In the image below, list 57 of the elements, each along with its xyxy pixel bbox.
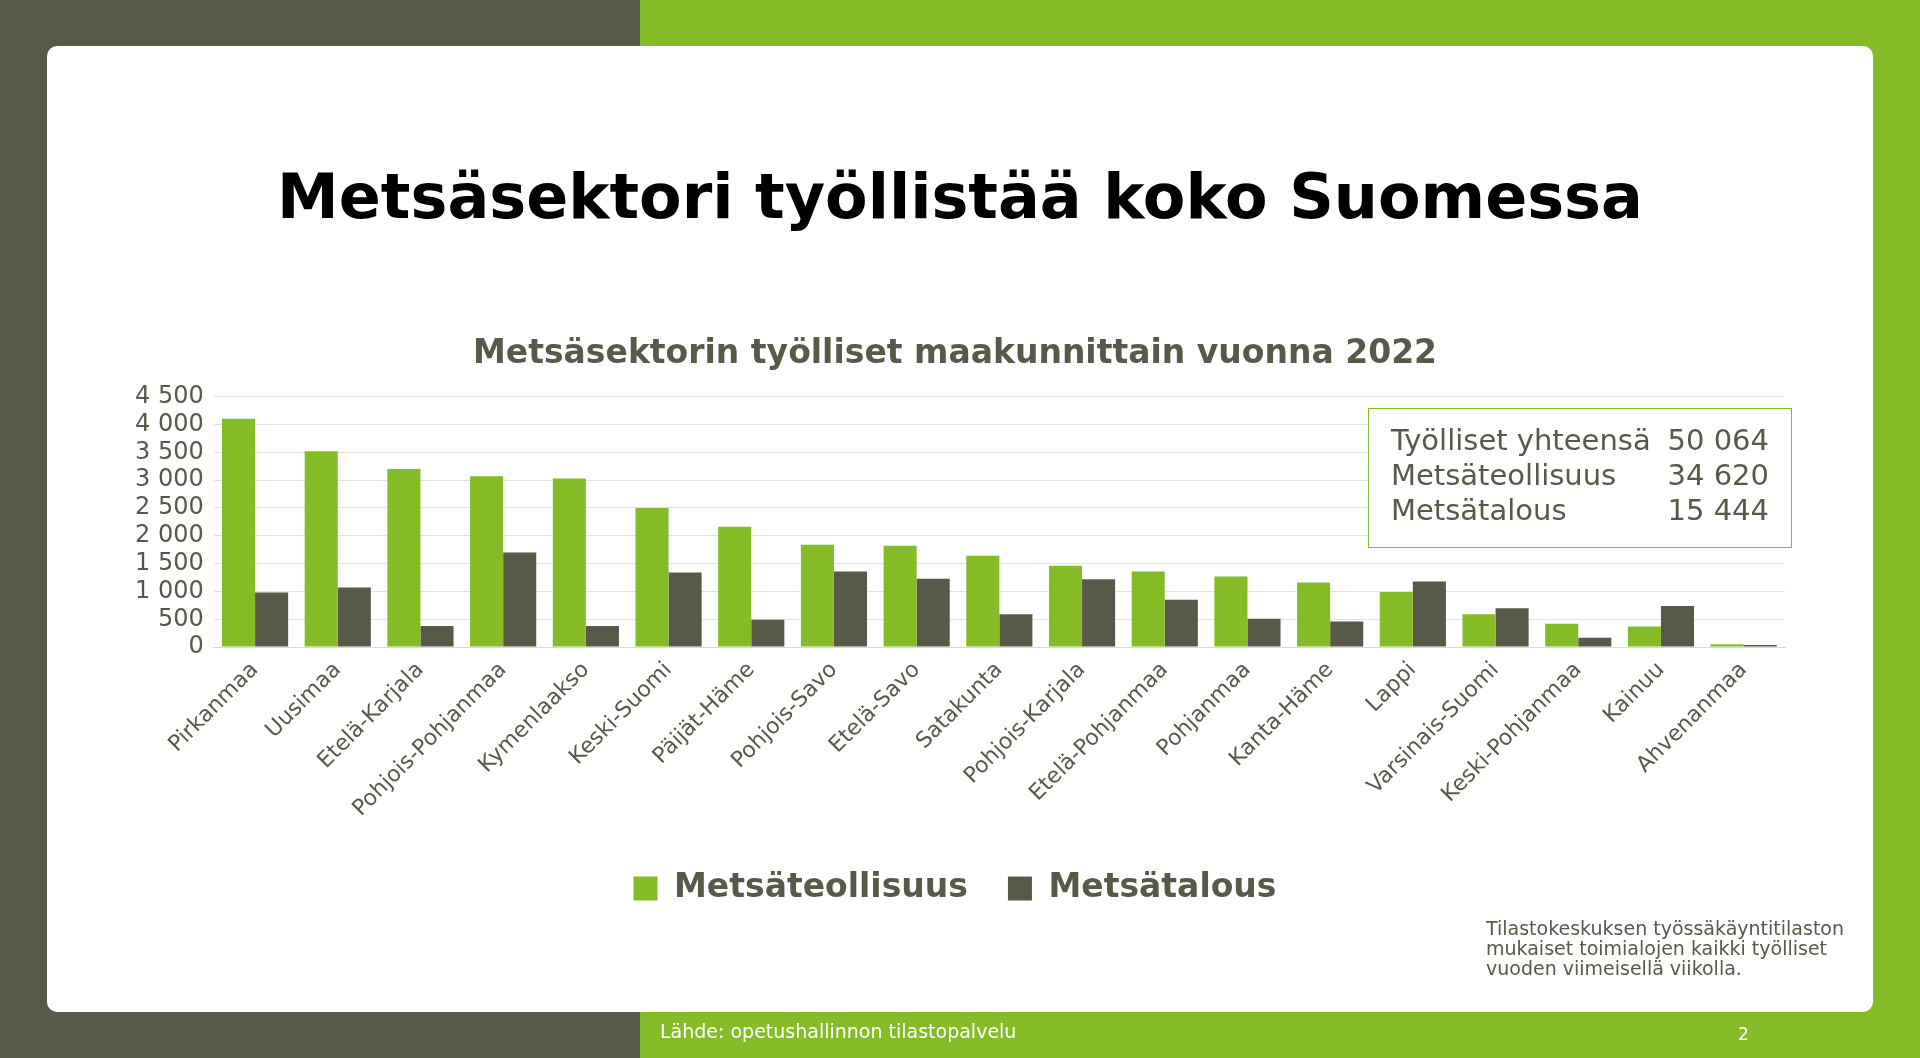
bar — [470, 476, 504, 647]
bar — [751, 619, 785, 647]
y-tick-label: 2 500 — [134, 492, 204, 521]
bar — [1082, 579, 1116, 647]
y-tick-label: 2 000 — [134, 520, 204, 549]
text: Lähde: opetushallinnon tilastopalvelu — [660, 1020, 1017, 1042]
bar — [883, 545, 917, 647]
text: Metsäteollisuus 34 620 — [1391, 458, 1769, 492]
bar — [1214, 576, 1248, 647]
bar — [1164, 599, 1198, 647]
bar — [552, 478, 586, 647]
bar — [1660, 605, 1695, 647]
bar — [1048, 565, 1083, 647]
bar — [1379, 592, 1413, 647]
bar — [255, 592, 289, 647]
y-tick-label: 1 000 — [134, 575, 204, 604]
bar — [1578, 637, 1612, 647]
bar — [1462, 614, 1496, 647]
annotation: Työlliset yhteensä 50 064 — [1391, 423, 1769, 458]
y-tick-label: 4 000 — [134, 408, 204, 437]
text: Metsätalous 15 444 — [1391, 493, 1769, 527]
bar — [635, 507, 669, 647]
legend-label: Metsätalous — [1048, 866, 1277, 906]
bar — [1710, 644, 1744, 647]
bar — [304, 451, 338, 647]
bar — [1297, 582, 1331, 647]
y-tick-label: 3 000 — [134, 464, 204, 493]
bar — [1627, 626, 1661, 647]
bar — [999, 614, 1033, 647]
y-tick-label: 500 — [157, 603, 204, 632]
bar — [833, 571, 868, 647]
bar — [503, 552, 537, 647]
y-tick-label: 3 500 — [134, 436, 204, 465]
bar — [668, 572, 702, 647]
bar — [1495, 608, 1529, 647]
legend-label: Metsäteollisuus — [674, 866, 968, 906]
bar — [387, 468, 421, 647]
bar — [916, 578, 950, 647]
y-tick-label: 4 500 — [134, 380, 204, 409]
bar — [1247, 618, 1281, 647]
bar — [718, 526, 752, 647]
bar — [1545, 623, 1579, 647]
chart-title: Metsäsektori työllistää koko Suomessa — [276, 160, 1644, 233]
bar — [420, 625, 454, 647]
bar — [221, 418, 256, 647]
y-tick-label: 1 500 — [134, 547, 204, 576]
text: Tilastokeskuksen työssäkäyntitilaston mukaiset toimialojen kaikki työlliset vuoden viimeisellä viikolla. — [1486, 917, 1845, 979]
bar — [585, 625, 619, 647]
bar — [337, 587, 371, 647]
y-tick-label: 0 — [188, 631, 204, 660]
bar — [966, 555, 1000, 647]
text: 2 — [1738, 1024, 1749, 1044]
chart-subtitle: Metsäsektorin työlliset maakunnittain vuonna 2022 — [472, 332, 1438, 372]
bar — [800, 544, 834, 647]
bar — [1330, 621, 1364, 647]
bar — [1412, 581, 1446, 647]
bar — [1131, 571, 1165, 647]
